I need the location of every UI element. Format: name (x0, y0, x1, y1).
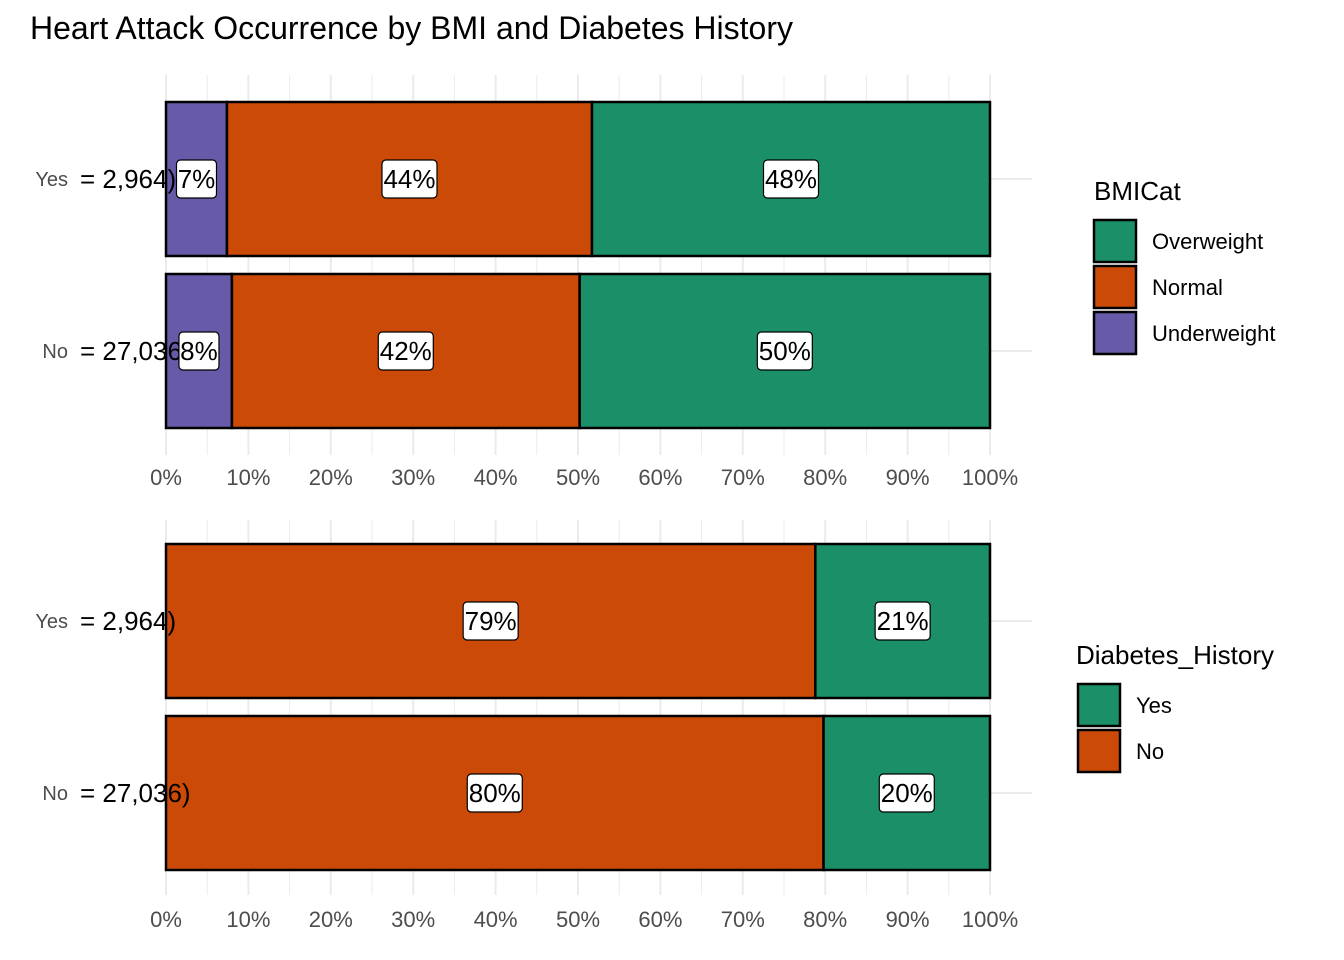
data-label-yes-no: 20% (878, 773, 935, 813)
x-tick-label: 10% (226, 907, 270, 932)
data-label-text: 79% (465, 606, 517, 636)
data-label-yes-yes: 21% (874, 601, 931, 641)
data-label-box (175, 159, 218, 199)
data-label-text: 7% (178, 164, 216, 194)
legend-swatch-normal (1092, 264, 1138, 310)
x-tick-label: 100% (962, 907, 1018, 932)
x-tick-label: 60% (638, 907, 682, 932)
legend-label-overweight: Overweight (1152, 229, 1263, 254)
data-label-underweight-yes: 7% (175, 159, 218, 199)
data-label-normal-yes: 44% (381, 159, 438, 199)
data-label-box (381, 159, 438, 199)
data-label-text: 80% (469, 778, 521, 808)
legend: Diabetes_History Yes No (1076, 640, 1274, 774)
data-label-text: 42% (380, 336, 432, 366)
x-tick-label: 60% (638, 465, 682, 490)
n-label: = 2,964) (80, 606, 176, 636)
category-label: No (42, 783, 68, 805)
x-tick-label: 20% (309, 907, 353, 932)
x-tick-label: 40% (474, 907, 518, 932)
data-label-box (762, 159, 820, 199)
data-label-text: 44% (383, 164, 435, 194)
x-tick-label: 50% (556, 907, 600, 932)
legend-label-normal: Normal (1152, 275, 1223, 300)
panel-1: Yes = 2,964) 7% 44% 48% No = 27,036)8% 42% 50% 0%… (35, 75, 1276, 490)
data-label-text: 21% (877, 606, 929, 636)
data-label-text: 48% (765, 164, 817, 194)
x-tick-label: 50% (556, 465, 600, 490)
data-label-overweight-no: 50% (756, 331, 813, 371)
x-tick-label: 100% (962, 465, 1018, 490)
x-tick-label: 20% (309, 465, 353, 490)
data-label-box (756, 331, 813, 371)
panel-2: Yes = 2,964) 79% 21% No = 27,036) 80% 20% 0% 10% 2… (35, 520, 1274, 932)
category-label: Yes (35, 169, 68, 191)
legend-title: BMICat (1094, 176, 1181, 206)
data-label-text: 20% (881, 778, 933, 808)
legend-swatch-yes (1076, 682, 1122, 728)
legend-swatch-no (1076, 728, 1122, 774)
data-label-box (462, 601, 519, 641)
x-tick-label: 10% (226, 465, 270, 490)
data-label-box (878, 773, 935, 813)
chart-panels: Yes = 2,964) 7% 44% 48%No = 27,036)8% 42% 50%0%… (35, 75, 1276, 932)
legend-label-underweight: Underweight (1152, 321, 1276, 346)
x-tick-label: 30% (391, 907, 435, 932)
x-tick-label: 0% (150, 465, 182, 490)
data-label-text: 50% (759, 336, 811, 366)
data-label-overweight-yes: 48% (762, 159, 820, 199)
data-label-no-yes: 79% (462, 601, 519, 641)
legend-swatch-overweight (1092, 218, 1138, 264)
legend-label-yes: Yes (1136, 693, 1172, 718)
legend-label-no: No (1136, 739, 1164, 764)
legend: BMICat Overweight Normal Underweight (1092, 176, 1276, 356)
legend-swatch-underweight (1092, 310, 1138, 356)
x-tick-label: 70% (721, 907, 765, 932)
data-label-underweight-no: 8% (178, 331, 220, 371)
data-label-box (377, 331, 434, 371)
x-tick-label: 90% (886, 465, 930, 490)
x-tick-label: 80% (803, 465, 847, 490)
data-label-text: 8% (180, 336, 218, 366)
x-tick-label: 30% (391, 465, 435, 490)
category-label: Yes (35, 611, 68, 633)
data-label-normal-no: 42% (377, 331, 434, 371)
x-tick-label: 70% (721, 465, 765, 490)
x-tick-label: 80% (803, 907, 847, 932)
n-label: = 27,036) (80, 778, 191, 808)
category-label: No (42, 341, 68, 363)
legend-title: Diabetes_History (1076, 640, 1274, 670)
data-label-box (466, 773, 523, 813)
x-tick-label: 90% (886, 907, 930, 932)
data-label-box (874, 601, 931, 641)
x-tick-label: 0% (150, 907, 182, 932)
chart-title: Heart Attack Occurrence by BMI and Diabe… (30, 10, 793, 46)
data-label-box (178, 331, 220, 371)
x-tick-label: 40% (474, 465, 518, 490)
n-label: = 27,036) (80, 336, 191, 366)
data-label-no-no: 80% (466, 773, 523, 813)
n-label: = 2,964) (80, 164, 176, 194)
